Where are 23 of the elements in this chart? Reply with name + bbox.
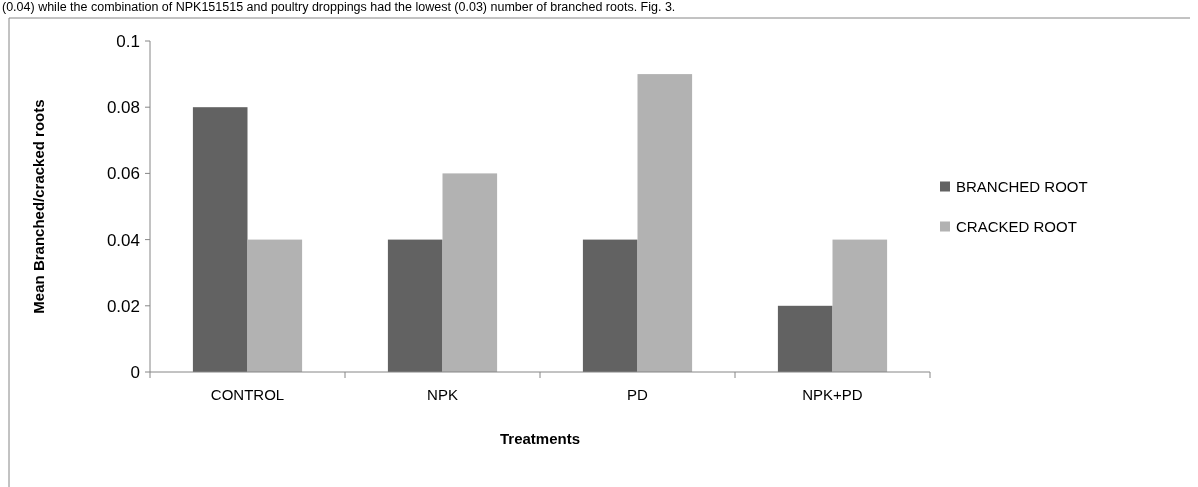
legend-label: BRANCHED ROOT (956, 177, 1088, 195)
y-tick-label: 0.04 (106, 230, 140, 250)
y-axis-title: Mean Branched/cracked roots (30, 99, 47, 314)
y-tick-label: 0.08 (106, 98, 140, 118)
bar (387, 239, 443, 372)
bar (442, 173, 498, 372)
bar (192, 107, 248, 372)
y-tick-label: 0.1 (116, 31, 140, 51)
text: (0.04) while the combination of NPK151515 and poultry droppings had the lowest (0.03) number of branched roots. Fig. 3. (2, 0, 676, 14)
bar (637, 74, 693, 372)
legend-label: CRACKED ROOT (956, 217, 1077, 235)
x-tick-label: CONTROL (210, 386, 285, 403)
y-tick-label: 0.02 (106, 296, 140, 316)
x-axis-title: Treatments (499, 430, 581, 447)
x-tick-label: NPK+PD (802, 386, 863, 403)
y-tick-label: 0.06 (106, 164, 140, 184)
x-tick-label: PD (627, 386, 649, 403)
bar (247, 239, 303, 372)
y-tick-label: 0 (130, 362, 140, 382)
bar (777, 305, 833, 372)
bar (582, 239, 638, 372)
x-tick-label: NPK (427, 386, 458, 403)
bar (832, 239, 888, 372)
